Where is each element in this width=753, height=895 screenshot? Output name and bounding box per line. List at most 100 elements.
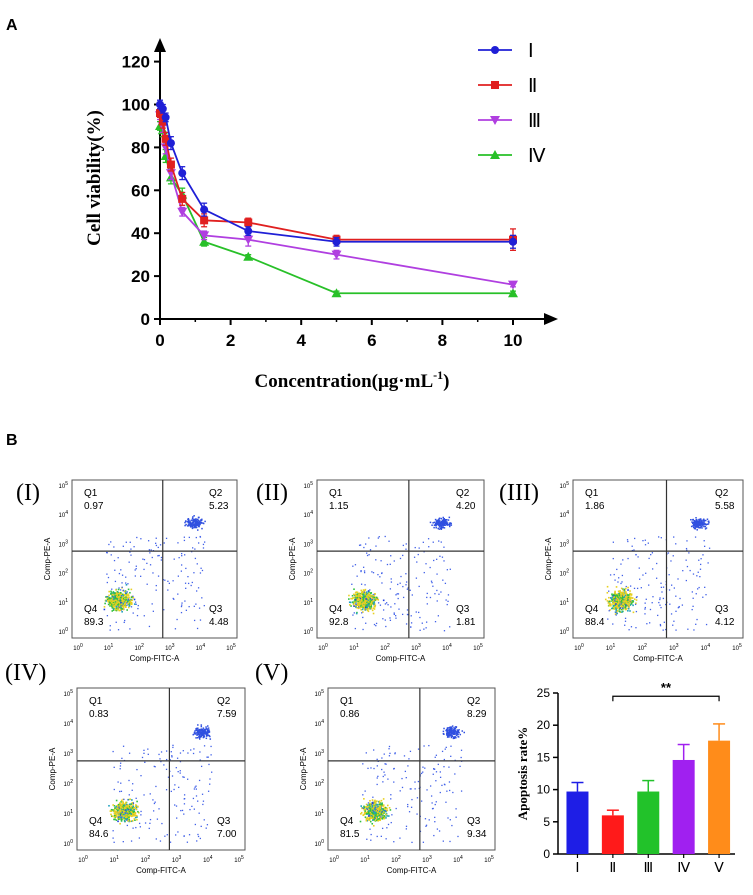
event-dot xyxy=(115,609,118,612)
event-dot xyxy=(705,623,708,626)
event-dot xyxy=(111,604,114,607)
event-dot xyxy=(381,572,383,574)
event-dot xyxy=(701,527,703,529)
event-dot xyxy=(140,810,142,813)
event-dot xyxy=(668,574,670,576)
event-dot xyxy=(206,730,209,732)
event-dot xyxy=(361,591,363,594)
event-dot xyxy=(356,598,359,601)
event-dot xyxy=(625,585,627,588)
event-dot xyxy=(368,591,370,593)
event-dot xyxy=(165,750,168,752)
event-dot xyxy=(126,812,128,814)
event-dot xyxy=(443,560,445,562)
event-dot xyxy=(612,557,614,560)
event-dot xyxy=(446,732,448,735)
event-dot xyxy=(405,543,407,545)
event-dot xyxy=(194,519,196,522)
event-dot xyxy=(368,600,371,603)
event-dot xyxy=(194,786,196,788)
event-dot xyxy=(125,600,127,603)
event-dot xyxy=(133,813,136,816)
event-dot xyxy=(373,804,376,807)
event-dot xyxy=(185,523,187,526)
event-dot xyxy=(130,803,133,805)
event-dot xyxy=(372,612,375,615)
x-tick-label: 100 xyxy=(73,643,83,652)
event-dot xyxy=(434,620,437,623)
event-dot xyxy=(118,807,120,809)
event-dot xyxy=(363,807,366,810)
event-dot xyxy=(113,546,115,548)
event-dot xyxy=(376,811,379,814)
event-dot xyxy=(120,595,123,597)
event-dot xyxy=(644,544,647,546)
event-dot xyxy=(389,563,391,565)
event-dot xyxy=(408,758,410,760)
event-dot xyxy=(615,610,618,613)
event-dot xyxy=(427,538,430,540)
event-dot xyxy=(207,731,210,734)
event-dot xyxy=(439,555,441,557)
event-dot xyxy=(635,553,637,556)
event-dot xyxy=(371,801,374,804)
event-dot xyxy=(119,609,122,612)
event-dot xyxy=(648,584,650,586)
series-circle xyxy=(156,99,517,249)
event-dot xyxy=(129,628,131,630)
event-dot xyxy=(366,602,369,604)
event-dot xyxy=(373,805,375,808)
event-dot xyxy=(426,596,428,599)
x-tick-label: 103 xyxy=(669,643,679,652)
event-dot xyxy=(205,731,207,734)
event-dot xyxy=(117,803,120,806)
event-dot xyxy=(122,596,124,598)
event-dot xyxy=(439,524,441,527)
event-dot xyxy=(198,737,201,739)
event-dot xyxy=(358,597,360,600)
legend-label: Ⅰ xyxy=(528,41,534,62)
data-point xyxy=(244,227,253,236)
event-dot xyxy=(696,588,699,590)
event-dot xyxy=(370,833,372,836)
event-dot xyxy=(130,840,133,842)
event-dot xyxy=(448,732,451,735)
event-dot xyxy=(366,606,368,608)
event-dot xyxy=(443,630,446,632)
event-dot xyxy=(438,526,441,528)
event-dot xyxy=(113,809,116,811)
event-dot xyxy=(700,522,703,524)
event-dot xyxy=(121,818,123,821)
event-dot xyxy=(609,609,611,611)
event-dot xyxy=(193,572,195,574)
bar xyxy=(708,740,731,854)
event-dot xyxy=(192,733,194,736)
y-tick-label: 120 xyxy=(122,53,150,72)
data-point xyxy=(509,237,517,246)
event-dot xyxy=(622,607,624,610)
event-dot xyxy=(372,824,375,827)
event-dot xyxy=(402,585,404,588)
event-dot xyxy=(368,817,371,819)
event-dot xyxy=(199,731,201,734)
event-dot xyxy=(380,817,382,820)
event-dot xyxy=(634,603,637,606)
event-dot xyxy=(369,813,371,816)
event-dot xyxy=(202,543,205,546)
y-tick-label: 100 xyxy=(64,839,74,848)
event-dot xyxy=(438,593,440,595)
data-point xyxy=(332,237,341,246)
event-dot xyxy=(192,523,194,525)
bar-category-label: Ⅴ xyxy=(714,861,724,876)
quadrant-name: Q4 xyxy=(329,604,343,615)
event-dot xyxy=(113,816,116,818)
event-dot xyxy=(361,612,363,614)
event-dot xyxy=(366,806,369,809)
event-dot xyxy=(174,628,177,630)
event-dot xyxy=(122,841,124,843)
event-dot xyxy=(382,781,384,783)
event-dot xyxy=(200,725,203,728)
event-dot xyxy=(446,790,448,792)
event-dot xyxy=(201,569,204,572)
